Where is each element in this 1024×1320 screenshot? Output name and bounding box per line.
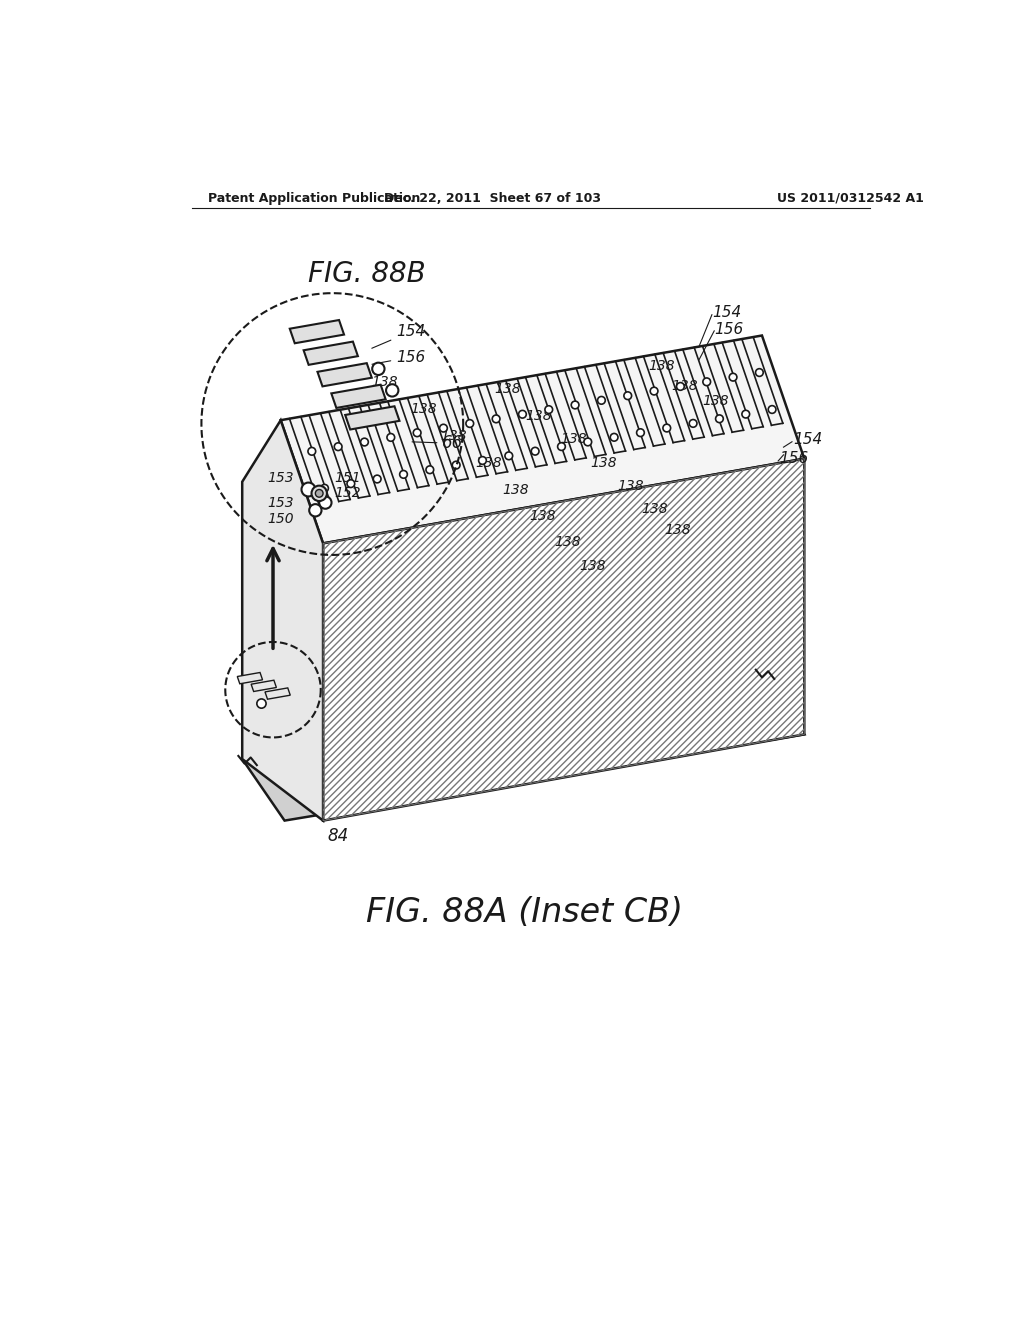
Text: 156: 156 [714, 322, 743, 337]
Text: 138: 138 [555, 535, 582, 549]
Circle shape [439, 424, 447, 432]
Circle shape [716, 414, 723, 422]
Circle shape [637, 429, 644, 437]
Circle shape [493, 414, 500, 422]
Circle shape [663, 424, 671, 432]
Circle shape [558, 442, 565, 450]
Polygon shape [323, 459, 804, 821]
Polygon shape [238, 672, 262, 684]
Circle shape [387, 433, 394, 441]
Circle shape [308, 447, 315, 455]
Circle shape [478, 457, 486, 465]
Polygon shape [345, 407, 399, 429]
Circle shape [598, 396, 605, 404]
Circle shape [729, 374, 737, 381]
Text: 138: 138 [672, 379, 698, 392]
Text: 66: 66 [412, 434, 464, 453]
Circle shape [545, 405, 553, 413]
Text: 138: 138 [702, 393, 729, 408]
Circle shape [386, 384, 398, 396]
Circle shape [319, 496, 332, 508]
Circle shape [768, 405, 776, 413]
Circle shape [466, 420, 474, 428]
Text: 138: 138 [440, 429, 467, 442]
Text: Patent Application Publication: Patent Application Publication [208, 191, 420, 205]
Text: 153: 153 [267, 471, 294, 484]
Circle shape [650, 387, 658, 395]
Circle shape [453, 461, 460, 469]
Circle shape [347, 479, 354, 487]
Text: 138: 138 [502, 483, 528, 496]
Circle shape [742, 411, 750, 418]
Text: 154: 154 [372, 325, 425, 348]
Text: 138: 138 [372, 375, 398, 388]
Circle shape [315, 490, 323, 498]
Polygon shape [243, 673, 804, 821]
Circle shape [321, 484, 329, 492]
Polygon shape [317, 363, 372, 387]
Circle shape [399, 470, 408, 478]
Circle shape [257, 700, 266, 708]
Text: 156: 156 [779, 451, 808, 466]
Text: 138: 138 [617, 479, 644, 492]
Text: US 2011/0312542 A1: US 2011/0312542 A1 [777, 191, 925, 205]
Text: 138: 138 [648, 359, 675, 374]
Circle shape [518, 411, 526, 418]
Circle shape [584, 438, 592, 446]
Text: 138: 138 [664, 523, 690, 537]
Circle shape [624, 392, 632, 400]
Text: 151: 151 [335, 471, 361, 484]
Circle shape [702, 378, 711, 385]
Text: 153: 153 [267, 496, 294, 511]
Polygon shape [243, 420, 323, 821]
Text: 156: 156 [372, 350, 425, 364]
Text: FIG. 88B: FIG. 88B [307, 260, 425, 288]
Circle shape [426, 466, 434, 474]
Polygon shape [290, 319, 344, 343]
Polygon shape [281, 335, 804, 544]
Circle shape [414, 429, 421, 437]
Circle shape [360, 438, 369, 446]
Text: Dec. 22, 2011  Sheet 67 of 103: Dec. 22, 2011 Sheet 67 of 103 [384, 191, 601, 205]
Text: 138: 138 [641, 502, 668, 516]
Circle shape [301, 483, 315, 496]
Text: 150: 150 [267, 512, 294, 525]
Circle shape [756, 368, 763, 376]
Circle shape [571, 401, 579, 409]
Text: 138: 138 [410, 401, 436, 416]
Circle shape [334, 442, 342, 450]
Text: 138: 138 [591, 455, 617, 470]
Text: 138: 138 [580, 560, 606, 573]
Text: 84: 84 [328, 828, 349, 845]
Circle shape [505, 451, 513, 459]
Text: 138: 138 [525, 409, 552, 424]
Polygon shape [265, 688, 290, 700]
Circle shape [610, 433, 617, 441]
Circle shape [372, 363, 385, 375]
Text: 154: 154 [712, 305, 741, 319]
Polygon shape [251, 680, 276, 692]
Polygon shape [303, 342, 358, 364]
Text: 138: 138 [529, 510, 556, 524]
Text: 138: 138 [560, 433, 587, 446]
Text: 138: 138 [495, 383, 521, 396]
Circle shape [677, 383, 684, 391]
Circle shape [689, 420, 697, 428]
Polygon shape [332, 384, 386, 408]
Text: 154: 154 [793, 432, 822, 447]
Text: 138: 138 [475, 455, 502, 470]
Text: 152: 152 [335, 486, 361, 500]
Circle shape [309, 504, 322, 516]
Text: FIG. 88A (Inset CB): FIG. 88A (Inset CB) [367, 896, 683, 929]
Circle shape [311, 486, 327, 502]
Circle shape [531, 447, 539, 455]
Circle shape [374, 475, 381, 483]
